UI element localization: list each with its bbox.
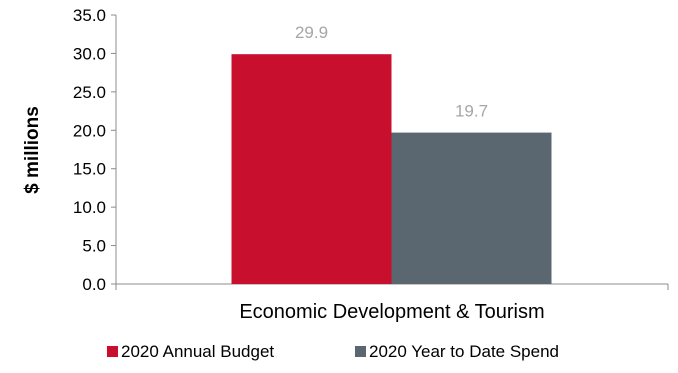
y-tick-label: 0.0 bbox=[82, 275, 106, 294]
y-tick-label: 20.0 bbox=[73, 121, 106, 140]
y-axis-title: $ millions bbox=[22, 106, 43, 194]
bar-ytd-spend bbox=[391, 132, 552, 284]
legend-label-annual-budget: 2020 Annual Budget bbox=[121, 342, 274, 361]
y-tick-label: 5.0 bbox=[82, 237, 106, 256]
legend-swatch-ytd-spend bbox=[355, 346, 366, 357]
legend: 2020 Annual Budget 2020 Year to Date Spe… bbox=[107, 342, 559, 361]
bar-annual-budget bbox=[231, 54, 392, 284]
data-label-ytd-spend: 19.7 bbox=[455, 102, 488, 121]
legend-swatch-annual-budget bbox=[107, 346, 118, 357]
y-tick-label: 30.0 bbox=[73, 44, 106, 63]
legend-item-annual-budget: 2020 Annual Budget bbox=[107, 342, 274, 361]
data-label-annual-budget: 29.9 bbox=[295, 23, 328, 42]
data-labels: 29.9 19.7 bbox=[295, 23, 488, 120]
y-tick-label: 10.0 bbox=[73, 198, 106, 217]
x-category-label: Economic Development & Tourism bbox=[239, 301, 544, 323]
legend-item-ytd-spend: 2020 Year to Date Spend bbox=[355, 342, 559, 361]
y-tick-label: 25.0 bbox=[73, 83, 106, 102]
bars bbox=[231, 54, 552, 284]
y-tick-label: 15.0 bbox=[73, 160, 106, 179]
y-tick-label: 35.0 bbox=[73, 6, 106, 25]
y-axis-ticks: 0.0 5.0 10.0 15.0 20.0 25.0 30.0 35.0 bbox=[73, 6, 669, 294]
legend-label-ytd-spend: 2020 Year to Date Spend bbox=[369, 342, 559, 361]
